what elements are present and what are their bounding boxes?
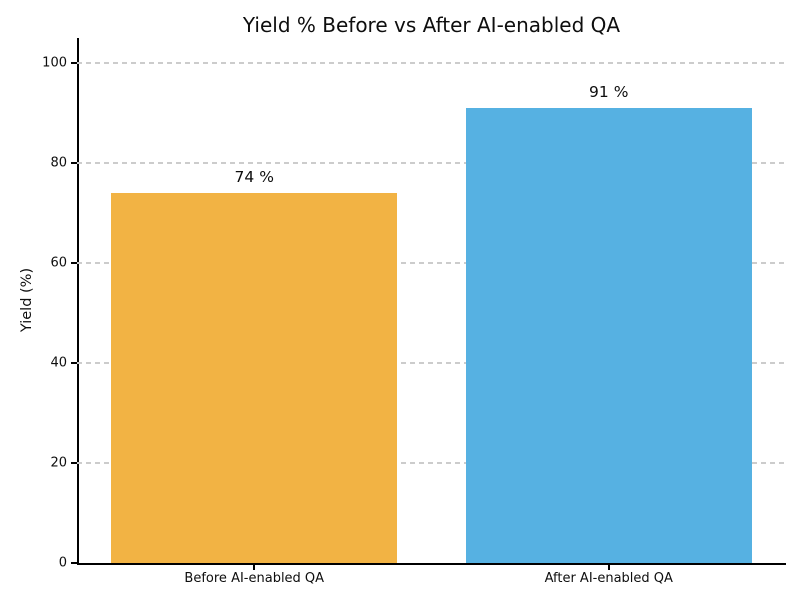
y-axis-tick	[70, 562, 77, 564]
y-axis-tick	[70, 62, 77, 64]
x-axis-tick	[607, 564, 610, 570]
y-axis-tick	[70, 362, 77, 364]
y-tick-label: 0	[58, 555, 67, 571]
gridline	[77, 62, 786, 64]
y-tick-label: 100	[42, 55, 67, 71]
x-tick-label: After AI-enabled QA	[544, 571, 673, 586]
x-axis-tick	[253, 564, 256, 570]
y-tick-label: 40	[50, 355, 67, 371]
gridline	[77, 462, 786, 464]
y-tick-label: 60	[50, 255, 67, 271]
y-axis-spine	[77, 38, 79, 565]
bar-value-label: 91 %	[589, 82, 629, 101]
y-tick-label: 80	[50, 155, 67, 171]
gridline	[77, 362, 786, 364]
bar	[465, 108, 752, 563]
gridline	[77, 262, 786, 264]
x-axis-spine	[77, 563, 786, 565]
plot-area: 0 20 40 60 80 100 74 % Before AI-enabled QA 91 %…	[42, 38, 786, 586]
y-axis-tick	[70, 462, 77, 464]
y-axis-tick	[70, 262, 77, 264]
y-axis-label: Yield (%)	[19, 267, 35, 333]
x-tick-label: Before AI-enabled QA	[184, 571, 325, 586]
y-axis-tick	[70, 162, 77, 164]
chart-title: Yield % Before vs After AI-enabled QA	[242, 13, 621, 37]
gridline	[77, 162, 786, 164]
y-tick-label: 20	[50, 455, 67, 471]
bar	[111, 193, 398, 563]
bar-value-label: 74 %	[234, 167, 274, 186]
